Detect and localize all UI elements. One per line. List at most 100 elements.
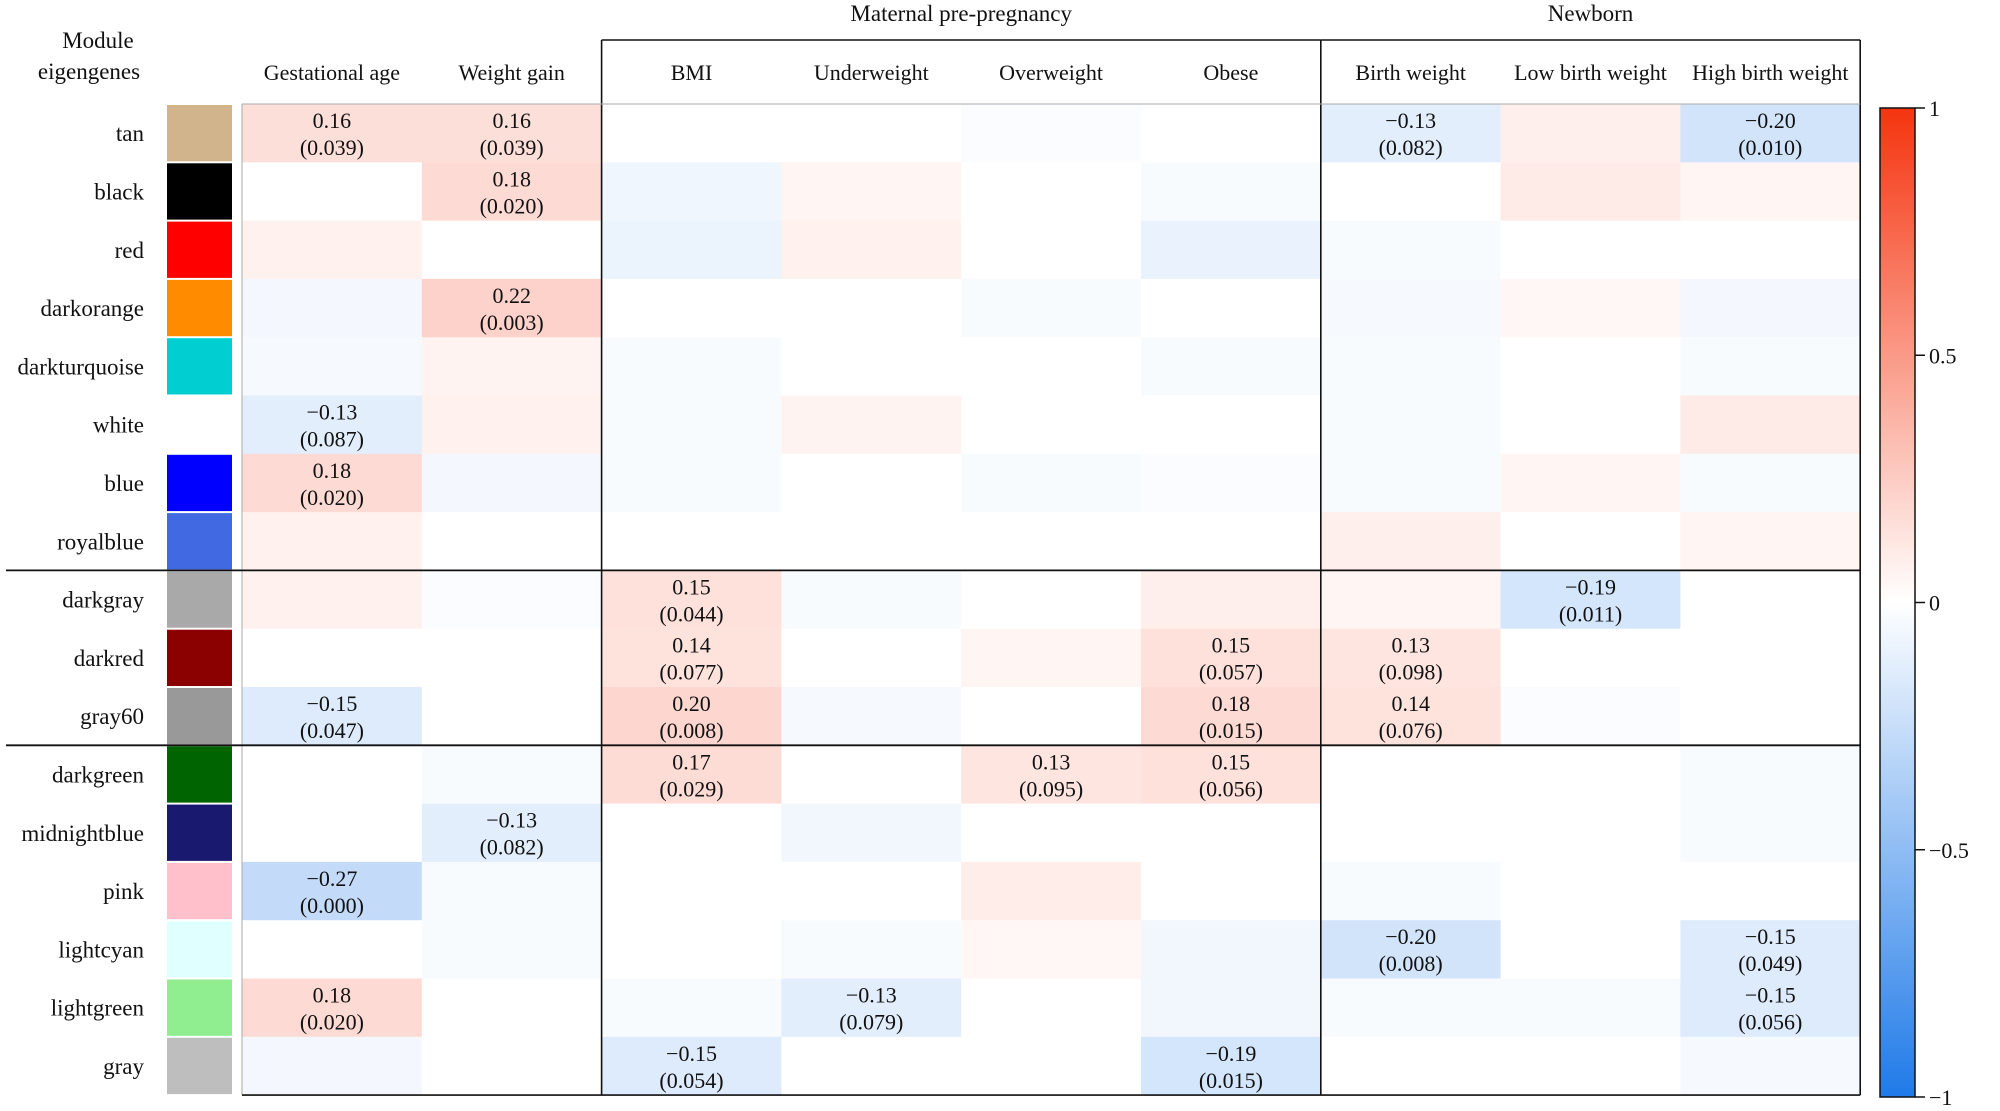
heatmap-cell bbox=[421, 395, 603, 455]
row-label: lightcyan bbox=[58, 937, 144, 962]
module-swatch bbox=[167, 163, 232, 220]
heatmap-cell bbox=[781, 1036, 962, 1096]
heatmap-cell bbox=[1141, 687, 1322, 746]
heatmap-cell bbox=[1500, 337, 1681, 397]
module-swatch bbox=[167, 1037, 232, 1095]
row-label: darkgreen bbox=[52, 762, 144, 787]
heatmap-cell bbox=[961, 395, 1142, 455]
module-swatch bbox=[167, 396, 232, 453]
heatmap-cell bbox=[961, 278, 1142, 338]
heatmap-cell bbox=[1680, 220, 1861, 280]
cell-value: 0.18 bbox=[1212, 691, 1251, 716]
cell-value: 0.20 bbox=[672, 691, 711, 716]
column-group-label: Newborn bbox=[1548, 1, 1634, 26]
colorbar-tick-label: −0.5 bbox=[1929, 838, 1969, 863]
cell-pvalue: (0.008) bbox=[659, 718, 723, 743]
heatmap-cell bbox=[421, 978, 603, 1038]
heatmap-cell bbox=[421, 220, 603, 280]
cell-value: 0.15 bbox=[1212, 633, 1251, 658]
heatmap-cell bbox=[1320, 570, 1502, 630]
heatmap-cell bbox=[242, 1036, 423, 1096]
module-swatch bbox=[167, 221, 232, 278]
cell-pvalue: (0.010) bbox=[1738, 135, 1802, 160]
heatmap-cell bbox=[601, 978, 782, 1038]
cell-value: 0.13 bbox=[1032, 749, 1071, 774]
heatmap-cell bbox=[1320, 278, 1502, 338]
column-group-label: Maternal pre-pregnancy bbox=[850, 1, 1072, 26]
heatmap-cell bbox=[242, 395, 423, 455]
heatmap-cell bbox=[961, 337, 1142, 397]
heatmap-cell bbox=[961, 104, 1142, 163]
module-swatch bbox=[167, 338, 232, 395]
cell-pvalue: (0.015) bbox=[1199, 1068, 1263, 1093]
cell-pvalue: (0.098) bbox=[1379, 660, 1443, 685]
heatmap-cell bbox=[1500, 628, 1681, 688]
heatmap-cell bbox=[242, 453, 423, 513]
cell-value: −0.19 bbox=[1565, 574, 1616, 599]
heatmap-cell bbox=[781, 861, 962, 921]
heatmap-cell bbox=[601, 1036, 782, 1096]
heatmap-cell bbox=[1500, 278, 1681, 338]
heatmap-cell bbox=[781, 104, 962, 163]
cell-pvalue: (0.047) bbox=[300, 718, 364, 743]
heatmap-cell bbox=[1141, 978, 1322, 1038]
module-swatch bbox=[167, 105, 232, 162]
cell-value: 0.22 bbox=[492, 283, 531, 308]
heatmap-cell bbox=[781, 978, 962, 1038]
colorbar-tick-label: 1 bbox=[1929, 96, 1940, 121]
cell-pvalue: (0.039) bbox=[480, 135, 544, 160]
cell-pvalue: (0.077) bbox=[659, 660, 723, 685]
heatmap-cell bbox=[781, 337, 962, 397]
cell-pvalue: (0.020) bbox=[300, 485, 364, 510]
heatmap-cell bbox=[421, 104, 603, 163]
heatmap-cell bbox=[961, 745, 1142, 805]
module-swatch bbox=[167, 746, 232, 803]
heatmap-cell bbox=[1680, 745, 1861, 805]
module-color-swatches bbox=[167, 105, 232, 1095]
heatmap-cell bbox=[1680, 512, 1861, 571]
cell-pvalue: (0.039) bbox=[300, 135, 364, 160]
cell-value: 0.17 bbox=[672, 749, 711, 774]
heatmap-cell bbox=[1320, 1036, 1502, 1096]
heatmap-cell bbox=[1500, 745, 1681, 805]
heatmap-cell bbox=[601, 861, 782, 921]
heatmap-cell bbox=[1500, 570, 1681, 630]
column-label: Weight gain bbox=[459, 60, 565, 85]
module-swatch bbox=[167, 279, 232, 337]
heatmap-cell bbox=[242, 570, 423, 630]
colorbar-gradient bbox=[1879, 107, 1916, 1098]
heatmap-cell bbox=[242, 220, 423, 280]
heatmap-cell bbox=[421, 920, 603, 980]
column-label: Low birth weight bbox=[1514, 60, 1667, 85]
heatmap-cell bbox=[1680, 570, 1861, 630]
heatmap-cell bbox=[601, 453, 782, 513]
heatmap-cell bbox=[1680, 861, 1861, 921]
row-label: white bbox=[93, 413, 144, 438]
heatmap-cell bbox=[1320, 687, 1502, 746]
module-swatch bbox=[167, 804, 232, 861]
column-label: Overweight bbox=[999, 60, 1103, 85]
row-label: darkorange bbox=[41, 296, 144, 321]
heatmap-cell bbox=[781, 278, 962, 338]
module-swatch bbox=[167, 513, 232, 570]
cell-annotations: 0.16(0.039)0.16(0.039)−0.13(0.082)−0.20(… bbox=[300, 108, 1803, 1093]
heatmap-cell bbox=[421, 687, 603, 746]
cell-value: −0.13 bbox=[846, 983, 897, 1008]
heatmap-cell bbox=[242, 803, 423, 863]
heatmap-cell bbox=[242, 978, 423, 1038]
module-swatch bbox=[167, 862, 232, 920]
row-labels: tan black red darkorange darkturquoise white b… bbox=[18, 121, 145, 1079]
column-label: BMI bbox=[671, 60, 713, 85]
cell-pvalue: (0.049) bbox=[1738, 951, 1802, 976]
heatmap-cell bbox=[1500, 978, 1681, 1038]
heatmap-cell bbox=[421, 803, 603, 863]
heatmap-cell bbox=[1680, 104, 1861, 163]
row-label: darkgray bbox=[62, 588, 144, 613]
heatmap-cell bbox=[1320, 861, 1502, 921]
heatmap-cell bbox=[601, 570, 782, 630]
cell-value: 0.16 bbox=[492, 108, 531, 133]
heatmap-cell bbox=[1680, 1036, 1861, 1096]
heatmap-cell bbox=[242, 745, 423, 805]
module-swatch bbox=[167, 629, 232, 686]
cell-pvalue: (0.044) bbox=[659, 601, 723, 626]
